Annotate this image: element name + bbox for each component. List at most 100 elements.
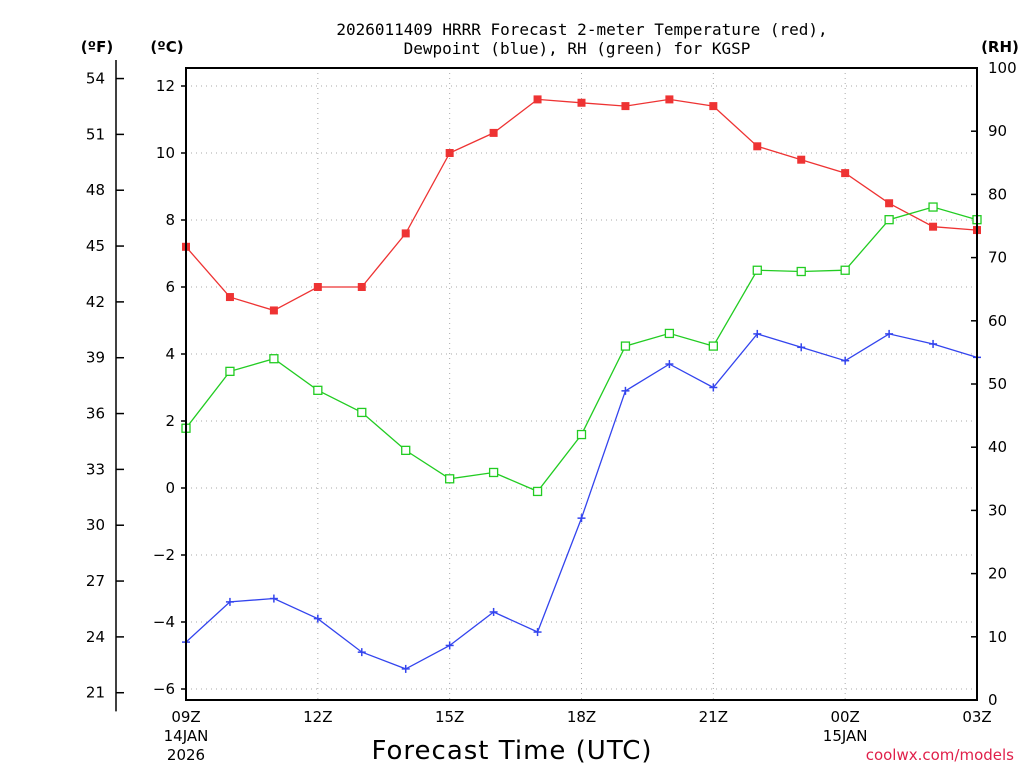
temperature-point	[621, 102, 630, 111]
year-label: 2026	[167, 746, 205, 764]
chart-title-line1: 2026011409 HRRR Forecast 2-meter Tempera…	[336, 20, 827, 39]
rh-unit-label: (RH)	[981, 38, 1019, 56]
fahrenheit-axis: 54 51 48 45 42 39 36 33 30 27 24 21	[86, 59, 124, 712]
rh-tick-label: 50	[988, 375, 1007, 393]
dewpoint-point	[445, 641, 454, 650]
rh-point	[357, 407, 367, 418]
fahrenheit-tick-label: 54	[86, 70, 105, 88]
rh-point	[840, 265, 850, 275]
time-tick-label: 00Z	[830, 708, 859, 726]
temperature-point	[753, 142, 762, 151]
dewpoint-point	[665, 360, 674, 369]
temperature-point	[841, 169, 850, 178]
temperature-point	[709, 102, 718, 111]
temperature-point	[885, 199, 894, 208]
rh-point	[664, 328, 675, 339]
time-tick-label: 03Z	[962, 708, 991, 726]
date-label: 15JAN	[823, 727, 868, 745]
rh-point	[752, 265, 762, 275]
fahrenheit-tick-label: 48	[86, 181, 105, 199]
rh-point	[269, 354, 279, 364]
rh-point	[225, 366, 235, 377]
date-label: 14JAN	[164, 727, 209, 745]
rh-tick-label: 70	[988, 249, 1007, 267]
time-tick-label: 12Z	[303, 708, 332, 726]
rh-tick-label: 10	[988, 628, 1007, 646]
rh-tick-label: 0	[988, 691, 998, 709]
time-tick-label: 18Z	[567, 708, 596, 726]
celsius-tick-label: 10	[156, 144, 175, 162]
dewpoint-point	[225, 597, 234, 606]
rh-tick-label: 90	[988, 122, 1007, 140]
rh-tick-label: 20	[988, 565, 1007, 583]
rh-tick-label: 40	[988, 438, 1007, 456]
fahrenheit-tick-label: 36	[86, 405, 105, 423]
rh-point	[576, 429, 587, 440]
time-tick-label: 09Z	[171, 708, 200, 726]
fahrenheit-tick-label: 51	[86, 125, 105, 143]
celsius-tick-label: 4	[165, 345, 175, 363]
dewpoint-point	[489, 607, 498, 616]
fahrenheit-unit-label: (ºF)	[81, 38, 113, 56]
celsius-tick-label: −4	[153, 613, 175, 631]
temperature-point	[401, 229, 410, 238]
plot-frame	[185, 67, 978, 701]
x-axis-label: Forecast Time (UTC)	[371, 736, 652, 766]
rh-point	[488, 467, 499, 478]
fahrenheit-tick-label: 30	[86, 516, 105, 534]
dewpoint-point	[929, 339, 938, 348]
celsius-tick-label: 0	[165, 479, 175, 497]
credit-link[interactable]: coolwx.com/models	[866, 746, 1014, 764]
rh-tick-label: 80	[988, 185, 1007, 203]
time-tick-label: 21Z	[699, 708, 728, 726]
temperature-point	[445, 149, 454, 157]
dewpoint-point	[753, 329, 762, 338]
fahrenheit-tick-label: 24	[86, 628, 105, 646]
fahrenheit-tick-label: 45	[86, 237, 105, 255]
rh-point	[708, 341, 718, 351]
fahrenheit-tick-label: 33	[86, 460, 105, 478]
temperature-point	[269, 306, 278, 315]
rh-tick-label: 100	[988, 59, 1017, 77]
rh-point	[401, 445, 411, 456]
temperature-point	[533, 95, 542, 104]
chart-title-line2: Dewpoint (blue), RH (green) for KGSP	[404, 39, 751, 58]
dewpoint-point	[533, 628, 542, 637]
temperature-point	[313, 283, 322, 291]
fahrenheit-tick-label: 42	[86, 293, 105, 311]
celsius-tick-label: −2	[153, 546, 175, 564]
rh-tick-label: 30	[988, 501, 1007, 519]
temperature-point	[489, 128, 498, 137]
temperature-point	[797, 155, 806, 164]
time-tick-label: 15Z	[435, 708, 464, 726]
dewpoint-point	[621, 386, 630, 395]
rh-tick-label: 60	[988, 312, 1007, 330]
celsius-unit-label: (ºC)	[150, 38, 183, 56]
temperature-point	[929, 222, 938, 231]
dewpoint-point	[577, 514, 586, 523]
data-series	[181, 95, 982, 673]
dewpoint-point	[401, 664, 410, 673]
temperature-point	[577, 98, 586, 107]
rh-point	[620, 341, 631, 351]
grid-lines	[186, 68, 977, 700]
fahrenheit-tick-label: 21	[86, 684, 105, 702]
rh-point	[796, 266, 806, 277]
dewpoint-point	[313, 614, 322, 623]
celsius-tick-label: −6	[153, 680, 175, 698]
dewpoint-point	[797, 343, 806, 352]
celsius-tick-label: 12	[156, 77, 175, 95]
fahrenheit-tick-label: 39	[86, 349, 105, 367]
dewpoint-point	[709, 383, 718, 392]
celsius-tick-label: 6	[165, 278, 175, 296]
celsius-axis: 12 10 8 6 4 2 0 −2 −4 −6	[153, 77, 186, 698]
rh-point	[928, 202, 938, 212]
temperature-point	[225, 293, 234, 302]
dewpoint-point	[269, 594, 278, 603]
fahrenheit-tick-label: 27	[86, 572, 105, 590]
celsius-tick-label: 8	[165, 211, 175, 229]
dewpoint-point	[841, 356, 850, 365]
